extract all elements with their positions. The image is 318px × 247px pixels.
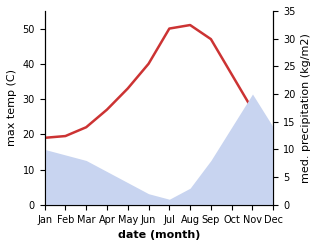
Y-axis label: max temp (C): max temp (C) <box>7 69 17 146</box>
Y-axis label: med. precipitation (kg/m2): med. precipitation (kg/m2) <box>301 33 311 183</box>
X-axis label: date (month): date (month) <box>118 230 200 240</box>
